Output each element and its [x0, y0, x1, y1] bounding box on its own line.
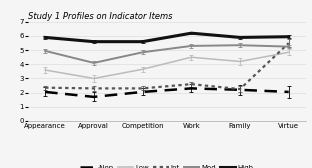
Legend: ·Non, Low, Int, Mod, High: ·Non, Low, Int, Mod, High [77, 162, 256, 168]
Text: Study 1 Profiles on Indicator Items: Study 1 Profiles on Indicator Items [28, 12, 173, 21]
